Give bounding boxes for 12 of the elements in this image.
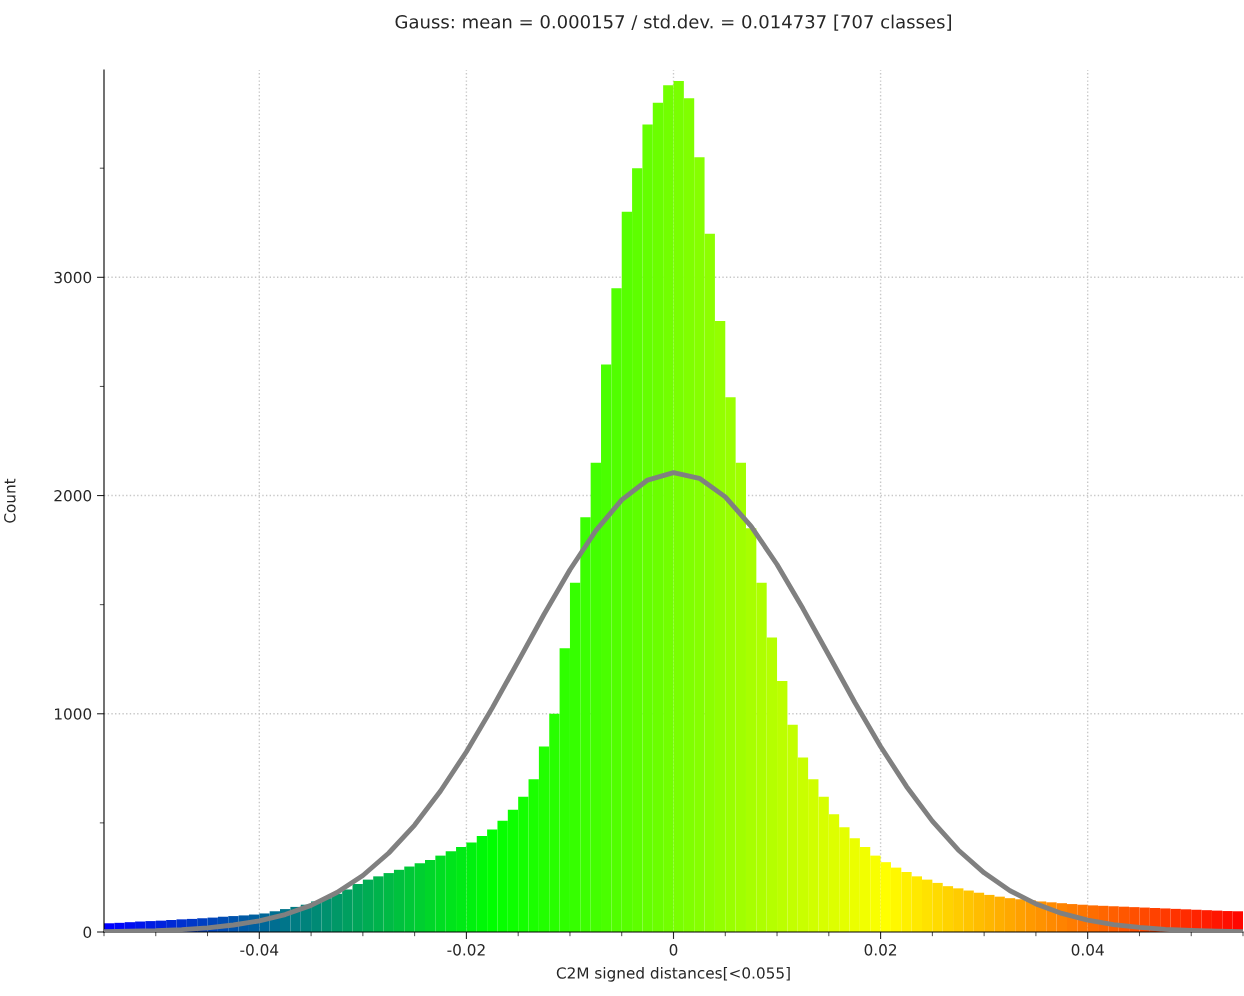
x-tick-label: -0.02 (447, 944, 485, 956)
x-axis-title: C2M signed distances[<0.055] (556, 966, 790, 982)
y-tick-label: 3000 (54, 271, 92, 284)
y-axis-title: Count (4, 478, 16, 523)
y-tick-label: 1000 (54, 708, 92, 720)
x-tick-label: 0 (669, 944, 678, 956)
y-tick-label: 2000 (54, 490, 92, 502)
x-tick-label: 0.04 (1071, 944, 1104, 956)
chart-title: Gauss: mean = 0.000157 / std.dev. = 0.014737 [707 classes] (395, 14, 951, 31)
x-tick-label: -0.04 (240, 944, 279, 956)
x-tick-label: 0.02 (864, 944, 897, 956)
y-tick-label: 0 (83, 926, 92, 939)
